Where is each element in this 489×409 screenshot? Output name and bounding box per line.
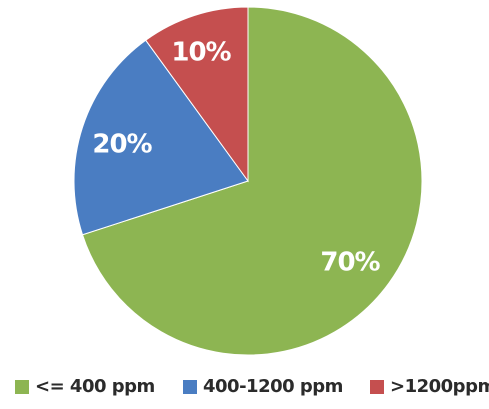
legend-swatch-3 [370,380,384,394]
pie-slice-2 [73,39,249,236]
pie-slice-labels: 70% 20% 10% [92,38,381,278]
slice-data-label-1: 70% [320,248,380,278]
slice-data-label-2: 20% [92,130,152,160]
pie-slice-1 [81,6,423,356]
pie-slices [73,6,423,356]
pie-slice-3 [145,6,249,183]
legend: <= 400 ppm 400-1200 ppm >1200ppm [15,376,489,397]
legend-label-3: >1200ppm [390,376,489,397]
legend-swatch-2 [183,380,197,394]
legend-label-1: <= 400 ppm [35,376,155,397]
slice-data-label-3: 10% [171,38,231,68]
legend-swatch-1 [15,380,29,394]
legend-label-2: 400-1200 ppm [203,376,343,397]
